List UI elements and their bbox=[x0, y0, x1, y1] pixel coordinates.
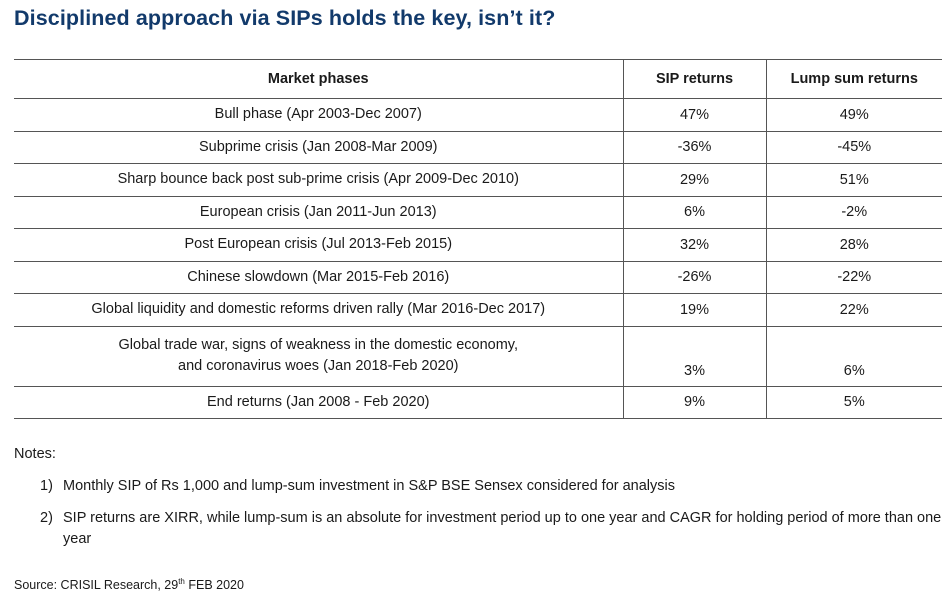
phase-cell: Global liquidity and domestic reforms dr… bbox=[14, 293, 623, 327]
lump-return-cell: -2% bbox=[765, 196, 942, 229]
table-row: Post European crisis (Jul 2013-Feb 2015)… bbox=[14, 228, 942, 262]
page-title: Disciplined approach via SIPs holds the … bbox=[14, 6, 556, 30]
lump-return-cell: 6% bbox=[765, 326, 942, 387]
table-header-row: Market phases SIP returns Lump sum retur… bbox=[14, 59, 942, 99]
phase-cell: Sharp bounce back post sub-prime crisis … bbox=[14, 163, 623, 197]
lump-return-cell: -22% bbox=[765, 261, 942, 294]
sip-return-cell: 3% bbox=[622, 326, 766, 387]
header-sip-returns: SIP returns bbox=[622, 59, 766, 99]
phase-line: and coronavirus woes (Jan 2018-Feb 2020) bbox=[178, 358, 459, 374]
source-superscript: th bbox=[178, 577, 185, 586]
source-suffix: FEB 2020 bbox=[184, 578, 244, 593]
note-item: 2) SIP returns are XIRR, while lump-sum … bbox=[40, 508, 943, 550]
header-lump-sum-returns: Lump sum returns bbox=[765, 59, 942, 99]
table-row: Global liquidity and domestic reforms dr… bbox=[14, 293, 942, 327]
phase-cell: Post European crisis (Jul 2013-Feb 2015) bbox=[14, 228, 623, 262]
lump-return-cell: -45% bbox=[765, 131, 942, 164]
notes-label: Notes: bbox=[14, 446, 56, 462]
sip-return-cell: -36% bbox=[622, 131, 766, 164]
sip-return-cell: 19% bbox=[622, 293, 766, 327]
table-row: Bull phase (Apr 2003-Dec 2007) 47% 49% bbox=[14, 98, 942, 132]
sip-return-cell: 47% bbox=[622, 98, 766, 132]
phase-cell: European crisis (Jan 2011-Jun 2013) bbox=[14, 196, 623, 229]
sip-return-cell: -26% bbox=[622, 261, 766, 294]
table-row: Subprime crisis (Jan 2008-Mar 2009) -36%… bbox=[14, 131, 942, 164]
sip-return-cell: 6% bbox=[622, 196, 766, 229]
note-item: 1) Monthly SIP of Rs 1,000 and lump-sum … bbox=[40, 476, 943, 497]
lump-return-cell: 5% bbox=[765, 386, 942, 419]
lump-return-cell: 51% bbox=[765, 163, 942, 197]
note-text: SIP returns are XIRR, while lump-sum is … bbox=[63, 510, 942, 547]
header-market-phases: Market phases bbox=[14, 59, 623, 99]
phase-cell: End returns (Jan 2008 - Feb 2020) bbox=[14, 386, 623, 419]
lump-return-cell: 28% bbox=[765, 228, 942, 262]
phase-line: Global trade war, signs of weakness in t… bbox=[118, 337, 519, 353]
phase-cell: Chinese slowdown (Mar 2015-Feb 2016) bbox=[14, 261, 623, 294]
lump-return-cell: 49% bbox=[765, 98, 942, 132]
source-line: Source: CRISIL Research, 29th FEB 2020 bbox=[14, 577, 244, 592]
phase-cell: Subprime crisis (Jan 2008-Mar 2009) bbox=[14, 131, 623, 164]
note-number: 2) bbox=[40, 510, 53, 526]
sip-return-cell: 32% bbox=[622, 228, 766, 262]
note-text: Monthly SIP of Rs 1,000 and lump-sum inv… bbox=[63, 478, 675, 494]
phase-cell: Global trade war, signs of weakness in t… bbox=[14, 326, 623, 387]
table-row: Global trade war, signs of weakness in t… bbox=[14, 326, 942, 387]
table-row: Chinese slowdown (Mar 2015-Feb 2016) -26… bbox=[14, 261, 942, 294]
note-number: 1) bbox=[40, 478, 53, 494]
phase-cell: Bull phase (Apr 2003-Dec 2007) bbox=[14, 98, 623, 132]
table-row: European crisis (Jan 2011-Jun 2013) 6% -… bbox=[14, 196, 942, 229]
table-row: Sharp bounce back post sub-prime crisis … bbox=[14, 163, 942, 197]
table-row: End returns (Jan 2008 - Feb 2020) 9% 5% bbox=[14, 386, 942, 419]
sip-return-cell: 9% bbox=[622, 386, 766, 419]
lump-return-cell: 22% bbox=[765, 293, 942, 327]
returns-table: Market phases SIP returns Lump sum retur… bbox=[14, 59, 942, 419]
sip-return-cell: 29% bbox=[622, 163, 766, 197]
source-prefix: Source: CRISIL Research, 29 bbox=[14, 578, 179, 593]
